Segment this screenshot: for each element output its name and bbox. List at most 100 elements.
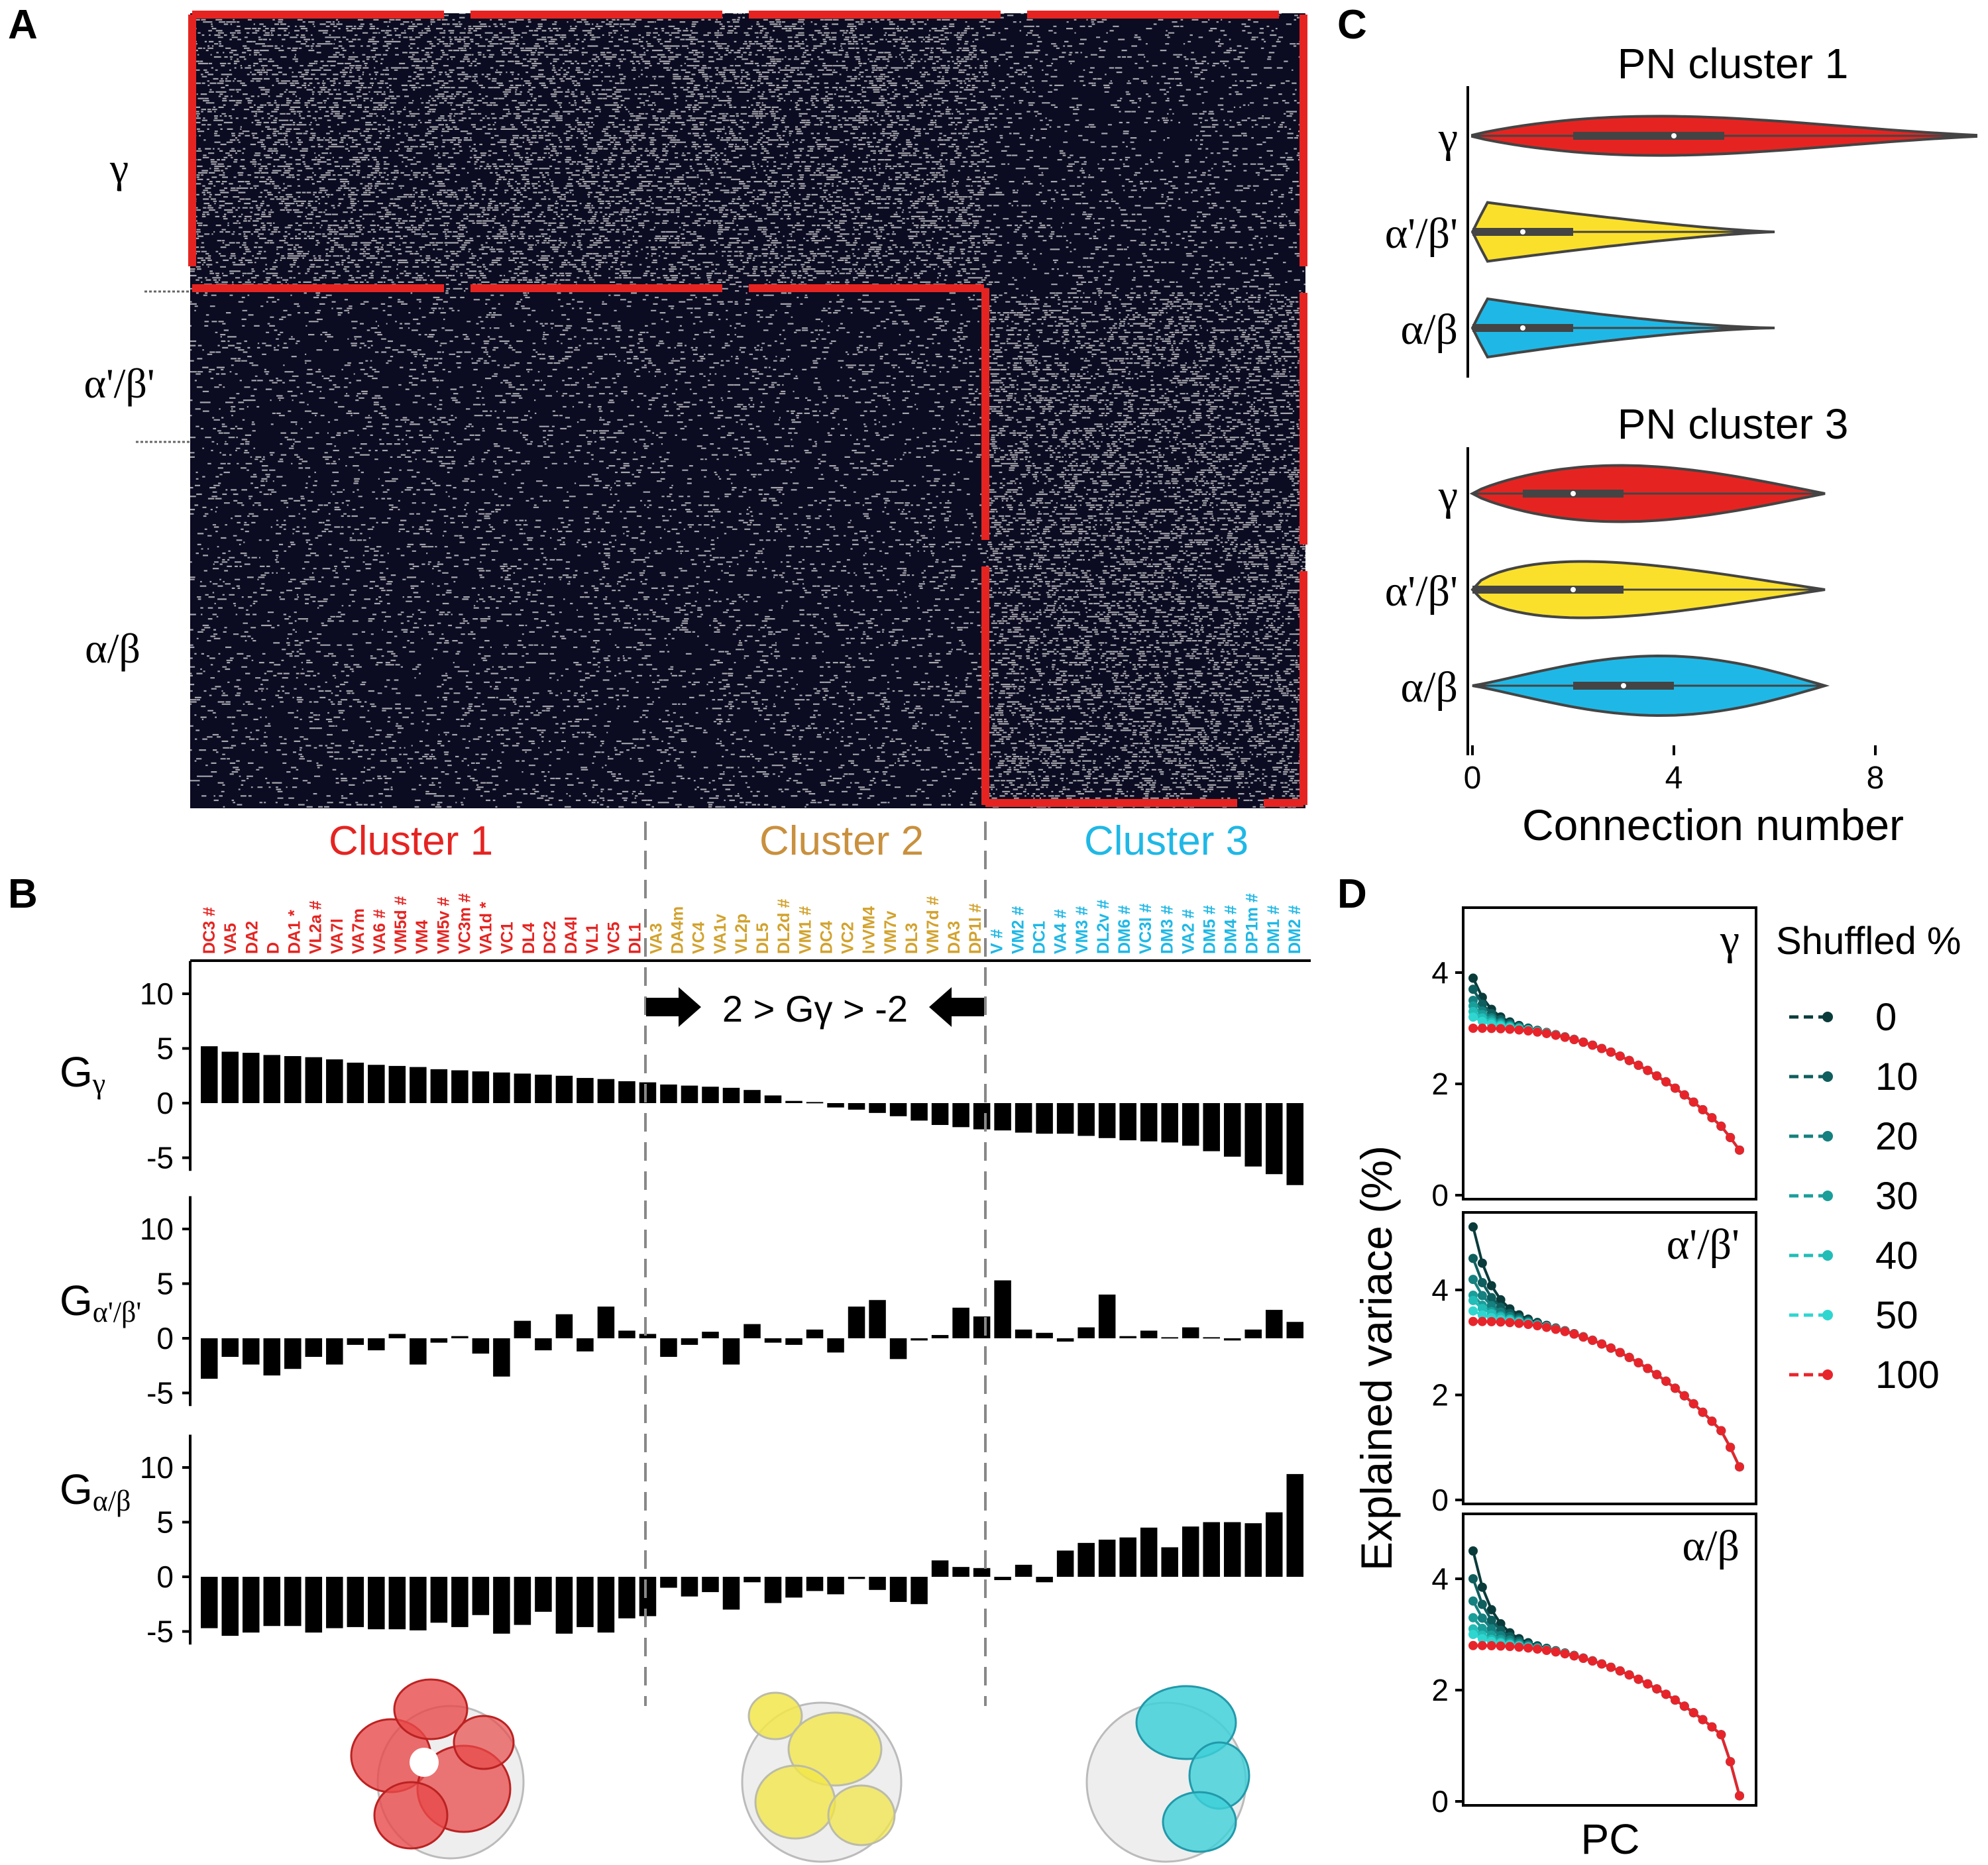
g-gamma-bar <box>1140 1103 1158 1142</box>
g-alpha-prime-beta-prime-bar <box>1140 1330 1158 1338</box>
row-label-gamma: γ <box>109 144 129 191</box>
variance-y-tick-label: 0 <box>1431 1178 1449 1212</box>
g-alpha-prime-beta-prime-bar <box>1015 1329 1032 1338</box>
cluster2-glomeruli-render-icon <box>741 1691 903 1863</box>
g-gamma-bar <box>493 1072 510 1103</box>
variance-point <box>1541 1322 1551 1332</box>
variance-point <box>1468 1253 1478 1263</box>
glomerulus-label: DM6 # <box>1115 905 1134 954</box>
g-alpha-prime-beta-prime-bar <box>1077 1327 1095 1338</box>
g-alpha-prime-beta-prime-bar <box>660 1338 677 1358</box>
g-gamma-bar <box>848 1103 865 1110</box>
glomerulus-label: VM2 # <box>1009 906 1027 954</box>
variance-point <box>1624 1670 1634 1680</box>
g-alpha-prime-beta-prime-bar <box>1098 1295 1116 1338</box>
variance-y-axis-label: Explained variace (%) <box>1352 1146 1401 1571</box>
variance-subplot-2 <box>1462 1513 1757 1807</box>
variance-point <box>1726 1132 1736 1142</box>
glomerulus-label: VA1v <box>711 914 730 954</box>
variance-point <box>1477 1634 1487 1644</box>
g-gamma-bar <box>1161 1103 1178 1143</box>
g-gamma-bar <box>681 1085 698 1103</box>
g-alpha-prime-beta-prime-tick-label: -5 <box>146 1376 174 1411</box>
g-alpha-prime-beta-prime-bar <box>827 1338 844 1353</box>
g-gamma-bar <box>660 1084 677 1103</box>
g-alpha-beta-bar <box>806 1577 824 1591</box>
legend-swatch-dot <box>1822 1250 1833 1261</box>
variance-y-tick-label: 0 <box>1431 1483 1449 1517</box>
ylabel-sub: α'/β' <box>93 1296 142 1328</box>
variance-y-tick-label: 4 <box>1431 1273 1449 1307</box>
variance-point <box>1477 1016 1487 1026</box>
variance-point <box>1496 1295 1506 1305</box>
variance-subplot-1 <box>1462 1211 1757 1505</box>
variance-point <box>1514 1318 1524 1328</box>
variance-subplot-label: α'/β' <box>1667 1220 1740 1269</box>
variance-point <box>1486 1605 1496 1615</box>
glomerulus-label: DM2 # <box>1286 905 1304 954</box>
variance-point <box>1624 1055 1634 1065</box>
g-alpha-beta-tick-label: -5 <box>146 1615 174 1649</box>
g-alpha-prime-beta-prime-bar <box>1182 1327 1199 1338</box>
g-alpha-prime-beta-prime-bar <box>931 1335 949 1338</box>
g-gamma-bar <box>744 1090 761 1103</box>
g-gamma-bar <box>1265 1103 1283 1175</box>
pn-cluster3-category-label: γ <box>1438 471 1458 519</box>
variance-point <box>1468 1613 1478 1623</box>
ylabel-sub: α/β <box>93 1485 131 1517</box>
g-alpha-prime-beta-prime-bar <box>618 1330 635 1338</box>
g-gamma-bar <box>1015 1103 1032 1133</box>
variance-point <box>1560 1326 1570 1336</box>
variance-point <box>1716 1730 1726 1740</box>
panel-a-heatmap: γ α'/β' α/β <box>84 11 1307 808</box>
variance-point <box>1468 1630 1478 1639</box>
g-gamma-bar <box>1182 1103 1199 1146</box>
bar-charts: 10 5 0 -5 Gγ 10 5 0 -5 Gα'/β' 10 5 0 -5 Gα/β <box>60 961 1303 1649</box>
g-alpha-beta-bar <box>722 1577 740 1610</box>
g-alpha-beta-bar <box>1244 1523 1262 1577</box>
g-gamma-ylabel: Gγ <box>60 1048 105 1100</box>
variance-point <box>1615 1051 1625 1061</box>
g-alpha-prime-beta-prime-bar <box>347 1338 364 1345</box>
g-alpha-beta-bar <box>493 1577 510 1634</box>
g-alpha-prime-beta-prime-bar <box>869 1300 886 1338</box>
g-gamma-bar <box>1244 1103 1262 1167</box>
g-alpha-beta-bar <box>952 1567 969 1577</box>
variance-point <box>1486 1281 1496 1291</box>
legend-label: 0 <box>1875 996 1897 1039</box>
g-alpha-beta-bar <box>555 1577 573 1634</box>
variance-y-tick-label: 2 <box>1431 1673 1449 1707</box>
variance-point <box>1588 1040 1598 1050</box>
pn-cluster1-0-iqr-box <box>1573 132 1724 140</box>
panel-c-violin-plots: PN cluster 1 γ α'/β' α/β PN cluster 3 γ α'/β' α… <box>1385 40 1977 849</box>
glomerulus-label: VM7d # <box>924 896 942 954</box>
variance-point <box>1707 1722 1717 1732</box>
g-alpha-beta-bar <box>911 1577 928 1605</box>
g-gamma-bar <box>827 1103 844 1108</box>
variance-point <box>1551 1030 1561 1040</box>
g-gamma-bar <box>639 1082 657 1103</box>
pn-cluster1-category-label: α/β <box>1401 305 1459 354</box>
g-gamma-bar <box>388 1065 406 1103</box>
variance-point <box>1486 1641 1496 1651</box>
variance-point <box>1688 1097 1698 1107</box>
variance-point <box>1698 1407 1708 1417</box>
variance-point <box>1486 1293 1496 1303</box>
g-alpha-beta-bar <box>994 1577 1011 1580</box>
variance-point <box>1633 1674 1643 1684</box>
variance-point <box>1551 1324 1561 1334</box>
g-gamma-bar <box>221 1051 239 1103</box>
variance-y-tick-label: 2 <box>1431 1378 1449 1412</box>
legend-swatch-dot <box>1822 1310 1833 1320</box>
g-gamma-bar <box>1286 1103 1303 1185</box>
g-alpha-prime-beta-prime-bar <box>493 1338 510 1377</box>
variance-point <box>1569 1035 1579 1045</box>
g-alpha-beta-bar <box>305 1577 323 1633</box>
variance-point <box>1477 1640 1487 1650</box>
glomerulus-label: D <box>264 942 282 954</box>
g-alpha-beta-bar <box>577 1577 594 1627</box>
g-gamma-bar <box>764 1095 782 1103</box>
g-alpha-beta-ylabel: Gα/β <box>60 1465 131 1517</box>
glomerulus-label: VA7m <box>349 908 368 954</box>
g-alpha-prime-beta-prime-bar <box>681 1338 698 1345</box>
